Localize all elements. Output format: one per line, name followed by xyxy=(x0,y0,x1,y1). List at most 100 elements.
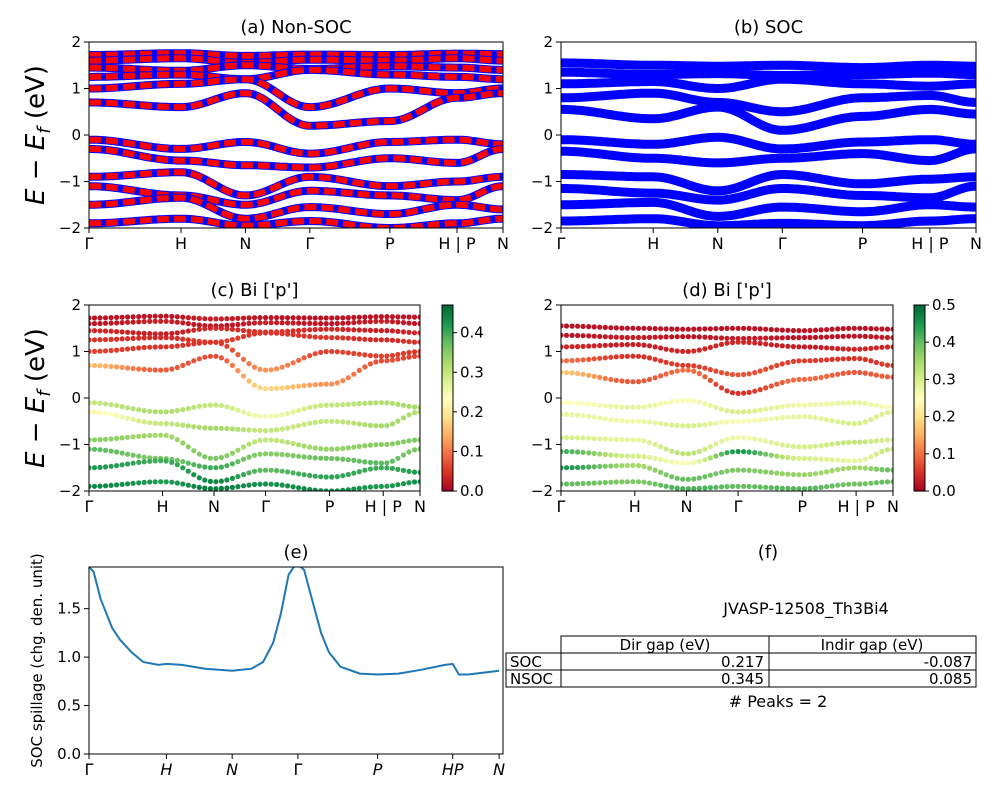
projection-point xyxy=(130,480,136,486)
projection-point xyxy=(862,419,868,425)
projection-point xyxy=(130,452,136,458)
colorbar-segment xyxy=(914,381,925,385)
projection-point xyxy=(169,421,175,427)
projection-point xyxy=(702,422,708,428)
projection-point xyxy=(735,434,741,441)
projection-point xyxy=(674,326,680,332)
projection-point xyxy=(141,319,147,325)
colorbar-segment xyxy=(914,386,925,390)
projection-point xyxy=(851,325,857,331)
projection-point xyxy=(411,314,418,320)
projection-point xyxy=(141,344,147,351)
projection-point xyxy=(240,444,247,450)
projection-point xyxy=(729,409,736,415)
projection-point xyxy=(840,466,846,472)
projection-point xyxy=(591,435,597,442)
projection-point xyxy=(840,457,846,464)
projection-point xyxy=(569,412,575,418)
projection-point xyxy=(279,451,285,458)
projection-point xyxy=(130,417,136,423)
colorbar-segment xyxy=(914,377,925,380)
projection-point xyxy=(279,315,285,321)
projection-point xyxy=(185,315,191,321)
projection-point xyxy=(351,444,357,450)
colorbar-segment xyxy=(442,367,453,371)
projection-point xyxy=(163,367,169,373)
colorbar-segment xyxy=(442,393,453,397)
projection-point xyxy=(818,327,824,333)
projection-point xyxy=(884,437,891,443)
projection-point xyxy=(829,441,835,447)
projection-point xyxy=(224,404,230,410)
projection-point xyxy=(685,476,691,482)
projection-point xyxy=(373,400,379,406)
projection-point xyxy=(240,315,247,321)
projection-point xyxy=(378,314,384,320)
projection-point xyxy=(185,423,191,429)
colorbar-segment xyxy=(442,467,453,471)
y-tick-label: −2 xyxy=(531,219,553,237)
plot-content xyxy=(89,567,500,676)
projection-point xyxy=(635,342,642,348)
projection-point xyxy=(367,361,373,367)
colorbar-segment xyxy=(914,407,925,411)
projection-point xyxy=(652,455,658,462)
projection-point xyxy=(713,471,719,477)
colorbar-segment xyxy=(914,395,925,399)
projection-point xyxy=(152,479,158,485)
colorbar-segment xyxy=(442,404,453,408)
x-tick-label: H | P xyxy=(365,497,403,516)
projection-point xyxy=(246,441,252,447)
projection-point xyxy=(323,446,329,452)
projection-point xyxy=(724,371,730,377)
projection-point xyxy=(829,418,835,424)
colorbar-segment xyxy=(914,323,925,327)
projection-point xyxy=(373,353,379,359)
projection-point xyxy=(652,420,658,426)
projection-point xyxy=(251,439,258,445)
projection-point xyxy=(235,315,241,321)
projection-point xyxy=(812,357,819,364)
projection-point xyxy=(608,325,614,331)
x-tick-label: N xyxy=(414,497,426,516)
projection-point xyxy=(873,438,880,444)
projection-point xyxy=(658,373,664,379)
projection-point xyxy=(274,468,280,474)
projection-point xyxy=(641,378,647,384)
projection-point xyxy=(384,353,390,359)
projection-point xyxy=(119,329,125,335)
colorbar-segment xyxy=(914,332,925,336)
projection-point xyxy=(857,369,863,376)
projection-point xyxy=(635,379,642,385)
projection-point xyxy=(763,406,769,412)
colorbar-segment xyxy=(914,446,925,450)
projection-point xyxy=(340,349,346,355)
projection-point xyxy=(862,346,868,352)
projection-point xyxy=(384,318,390,324)
projection-point xyxy=(400,415,407,421)
projection-point xyxy=(790,443,797,449)
projection-point xyxy=(307,472,313,479)
projection-point xyxy=(846,346,852,352)
projection-point xyxy=(262,330,269,336)
projection-point xyxy=(569,370,575,376)
panel-f-title: (f) xyxy=(758,542,778,563)
projection-point xyxy=(669,484,675,490)
projection-point xyxy=(102,483,109,489)
projection-point xyxy=(340,419,346,425)
colorbar-segment xyxy=(914,335,925,339)
projection-point xyxy=(757,468,763,474)
x-tick-label: N xyxy=(239,234,251,253)
projection-point xyxy=(406,468,412,474)
colorbar-segment xyxy=(442,484,453,487)
projection-point xyxy=(824,456,830,462)
projection-point xyxy=(91,409,98,415)
projection-point xyxy=(575,481,581,487)
projection-point xyxy=(174,335,180,341)
colorbar-segment xyxy=(914,358,925,362)
projection-point xyxy=(829,457,835,463)
projection-point xyxy=(218,478,224,484)
projection-point xyxy=(757,335,763,341)
projection-point xyxy=(846,400,852,406)
projection-point xyxy=(763,484,769,490)
